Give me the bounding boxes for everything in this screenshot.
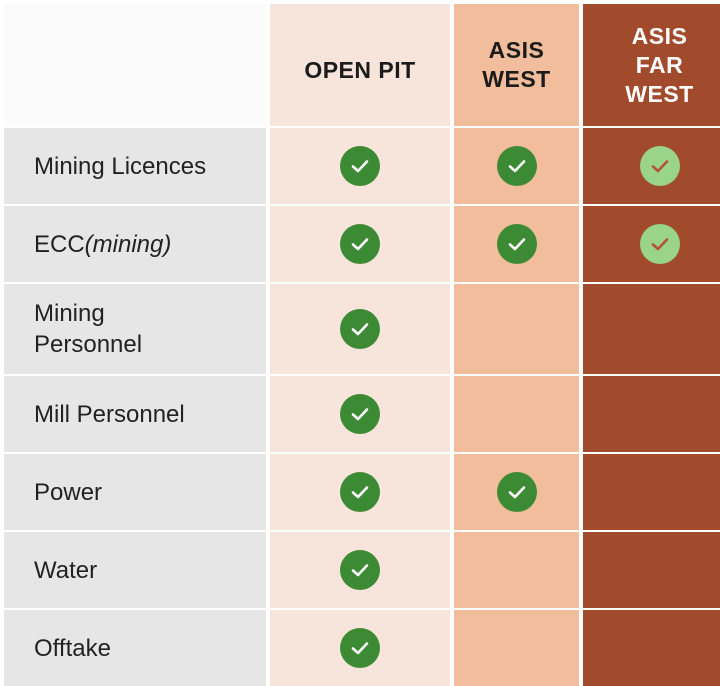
- check-circle-icon: [340, 309, 380, 349]
- row-label: Power: [4, 454, 266, 530]
- header-corner: [4, 4, 266, 126]
- cell-open-pit: [270, 610, 450, 686]
- check-circle-icon: [496, 472, 537, 512]
- check-circle-icon: [340, 472, 380, 512]
- row-label-text: Power: [34, 478, 103, 506]
- cell-asis-west: [454, 454, 579, 530]
- column-header-asis-west: ASIS WEST: [454, 4, 579, 126]
- check-circle-icon: [496, 146, 537, 186]
- check-circle-icon: [340, 394, 380, 434]
- row-label: Mill Personnel: [4, 376, 266, 452]
- row-label: Water: [4, 532, 266, 608]
- row-label: Offtake: [4, 610, 266, 686]
- check-circle-icon: [639, 224, 680, 264]
- check-circle-icon: [496, 224, 537, 264]
- row-label-qualifier: (mining): [84, 230, 172, 258]
- row-label: Mining Licences: [4, 128, 266, 204]
- cell-asis-west: [454, 284, 579, 374]
- cell-open-pit: [270, 454, 450, 530]
- column-header-open-pit: OPEN PIT: [270, 4, 450, 126]
- cell-asis-far-west: [583, 284, 720, 374]
- cell-asis-far-west: [583, 206, 720, 282]
- check-circle-icon: [340, 550, 380, 590]
- cell-asis-west: [454, 128, 579, 204]
- cell-asis-west: [454, 376, 579, 452]
- row-label-text: Mining Personnel: [34, 300, 143, 358]
- column-header-asis-far-west: ASIS FAR WEST: [583, 4, 720, 126]
- cell-asis-far-west: [583, 454, 720, 530]
- check-circle-icon: [639, 146, 680, 186]
- cell-open-pit: [270, 376, 450, 452]
- row-label-text: Water: [34, 556, 98, 584]
- row-label: Mining Personnel: [4, 284, 266, 374]
- row-label-text: ECC: [34, 230, 85, 258]
- check-circle-icon: [340, 628, 380, 668]
- cell-asis-west: [454, 532, 579, 608]
- row-label-text: Offtake: [34, 634, 111, 662]
- cell-asis-west: [454, 206, 579, 282]
- row-label-text: Mill Personnel: [34, 400, 185, 428]
- row-label-text: Mining Licences: [34, 152, 207, 180]
- cell-asis-far-west: [583, 128, 720, 204]
- cell-asis-west: [454, 610, 579, 686]
- row-label: ECC (mining): [4, 206, 266, 282]
- cell-asis-far-west: [583, 610, 720, 686]
- cell-open-pit: [270, 284, 450, 374]
- cell-asis-far-west: [583, 376, 720, 452]
- cell-open-pit: [270, 128, 450, 204]
- cell-asis-far-west: [583, 532, 720, 608]
- check-circle-icon: [340, 224, 380, 264]
- cell-open-pit: [270, 206, 450, 282]
- cell-open-pit: [270, 532, 450, 608]
- check-circle-icon: [340, 146, 380, 186]
